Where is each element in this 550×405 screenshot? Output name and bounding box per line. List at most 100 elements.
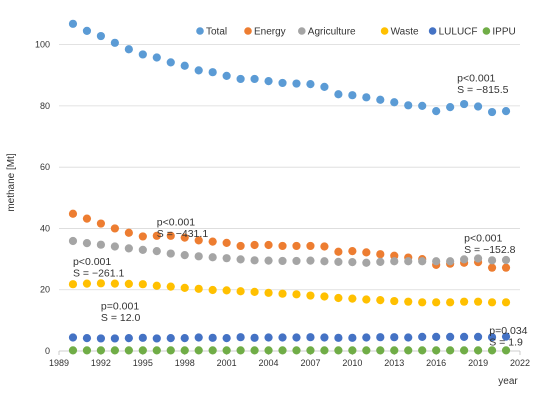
point-lulucf-2020 [487,333,497,342]
point-total-2006 [292,79,301,88]
point-lulucf-1997 [166,334,175,343]
point-agriculture-2014 [404,257,413,266]
point-lulucf-2016 [432,332,441,342]
point-total-1990 [68,19,78,28]
point-ippu-2016 [432,346,441,355]
point-agriculture-2012 [376,257,385,266]
point-lulucf-1998 [180,334,189,343]
point-total-1994 [124,45,133,54]
point-ippu-2011 [362,346,371,355]
series-energy [68,209,511,272]
point-lulucf-1994 [124,334,133,343]
point-ippu-1991 [82,346,92,355]
y-tick-label-60: 60 [40,162,50,172]
point-waste-2020 [487,298,497,307]
point-energy-1993 [110,224,119,233]
x-tick-label-1992: 1992 [91,358,111,368]
point-agriculture-2005 [278,256,287,266]
x-axis-label: year [498,376,518,387]
point-waste-2000 [208,285,217,295]
point-ippu-2000 [208,346,217,355]
point-energy-2005 [278,241,287,251]
point-lulucf-2014 [404,333,413,342]
tick-labels: 0 20 40 60 80 100 1989 1992 1995 1998 2001 2004 2007… [35,40,530,368]
x-tick-label-2007: 2007 [300,358,320,368]
point-agriculture-2001 [222,254,231,263]
point-ippu-1993 [110,346,119,355]
point-waste-1999 [194,284,203,293]
y-tick-label-100: 100 [35,40,50,50]
point-ippu-2020 [487,346,497,355]
point-energy-1999 [194,236,203,245]
point-agriculture-1998 [180,251,189,260]
point-total-2005 [278,78,287,88]
point-lulucf-2004 [264,333,273,342]
point-energy-1995 [138,232,147,241]
point-waste-2008 [320,292,329,301]
point-energy-2009 [334,247,343,256]
point-total-2009 [334,90,343,99]
point-lulucf-2015 [418,332,427,342]
point-total-1999 [194,66,203,75]
point-ippu-2012 [376,346,385,355]
point-lulucf-2021 [501,332,511,341]
point-agriculture-2011 [362,258,371,267]
point-energy-1998 [180,233,189,242]
y-axis-label: methane [Mt] [6,153,17,212]
annotation-5-p-value: p=0.034 [489,325,527,337]
point-lulucf-1990 [68,333,78,342]
point-lulucf-2011 [362,333,371,342]
point-waste-1995 [138,280,147,289]
x-tick-label-2001: 2001 [217,358,237,368]
point-agriculture-2002 [236,255,245,264]
point-lulucf-2000 [208,333,217,342]
point-lulucf-2018 [460,332,469,342]
point-total-1995 [138,50,147,59]
point-total-2008 [320,82,329,92]
point-waste-2015 [418,298,427,307]
point-ippu-2013 [390,346,399,355]
point-energy-2007 [306,241,315,251]
point-ippu-2021 [501,346,511,355]
point-energy-2003 [250,240,259,250]
point-lulucf-2003 [250,333,259,342]
point-total-1992 [96,31,106,41]
point-total-2013 [390,98,399,107]
x-tick-label-2004: 2004 [259,358,279,368]
point-agriculture-2006 [292,256,301,266]
point-ippu-1994 [124,346,133,355]
point-ippu-2014 [404,346,413,355]
point-agriculture-2003 [250,256,259,265]
annotation-4-s-value: S = 12.0 [101,312,141,324]
y-tick-label-20: 20 [40,285,50,295]
annotation-2-p-value: p<0.001 [73,256,111,268]
point-total-2002 [236,74,245,84]
point-ippu-2003 [250,346,259,355]
point-agriculture-1993 [110,242,119,251]
point-agriculture-2016 [432,257,441,266]
point-lulucf-2010 [348,333,357,342]
point-ippu-1995 [138,346,147,355]
point-waste-2011 [362,295,371,304]
x-tick-label-2010: 2010 [342,358,362,368]
point-waste-2009 [334,293,343,303]
point-ippu-1999 [194,346,203,355]
point-agriculture-2009 [334,257,343,266]
point-energy-2001 [222,238,231,247]
point-ippu-2006 [292,346,301,355]
point-waste-1996 [152,281,161,290]
x-tick-label-2016: 2016 [426,358,446,368]
point-energy-2021 [501,263,511,272]
point-lulucf-1992 [96,334,106,343]
point-energy-1991 [82,214,92,223]
point-lulucf-1995 [138,333,147,342]
point-total-2007 [306,80,315,89]
point-total-2019 [473,102,483,111]
legend-label-lulucf: LULUCF [439,27,478,38]
point-total-2014 [404,101,413,110]
point-lulucf-2013 [390,333,399,342]
point-waste-2007 [306,291,315,300]
point-waste-2021 [501,298,511,307]
point-total-1998 [180,61,189,70]
